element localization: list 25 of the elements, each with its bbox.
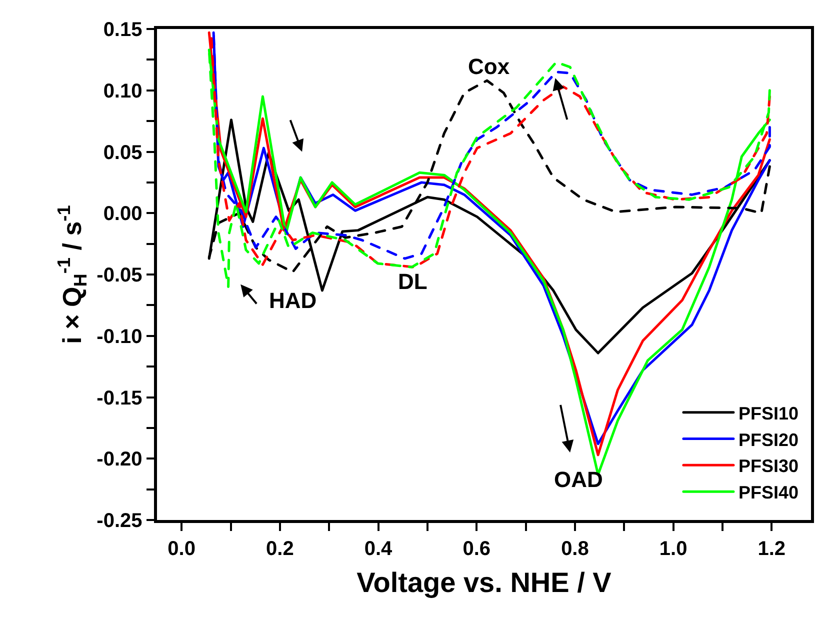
y-tick-label: -0.10 <box>96 326 142 348</box>
x-tick-label: 0.0 <box>168 538 196 560</box>
x-tick-label: 1.0 <box>659 538 688 560</box>
x-tick-label: 1.2 <box>758 538 786 560</box>
legend-label: PFSI30 <box>738 456 798 476</box>
y-tick-label: -0.15 <box>96 387 142 410</box>
y-tick-label: 0.15 <box>103 19 142 41</box>
y-tick-label: 0.10 <box>103 80 142 102</box>
y-tick-label: -0.05 <box>96 264 142 286</box>
annotation: Cox <box>468 54 510 79</box>
x-axis-title: Voltage vs. NHE / V <box>356 566 612 598</box>
y-tick-label: 0.00 <box>103 203 142 226</box>
y-tick-label: -0.20 <box>96 448 142 471</box>
x-tick-label: 0.8 <box>561 538 589 560</box>
annotation: DL <box>398 269 428 294</box>
y-tick-label: 0.05 <box>103 142 142 164</box>
x-tick-label: 0.4 <box>364 538 394 560</box>
legend-label: PFSI20 <box>738 430 798 450</box>
annotation: HAD <box>269 288 317 313</box>
x-tick-label: 0.2 <box>266 538 294 560</box>
annotation: OAD <box>554 467 603 492</box>
legend-label: PFSI10 <box>738 403 798 424</box>
y-tick-label: -0.25 <box>96 510 142 532</box>
legend-label: PFSI40 <box>738 482 798 503</box>
x-tick-label: 0.6 <box>462 538 491 560</box>
